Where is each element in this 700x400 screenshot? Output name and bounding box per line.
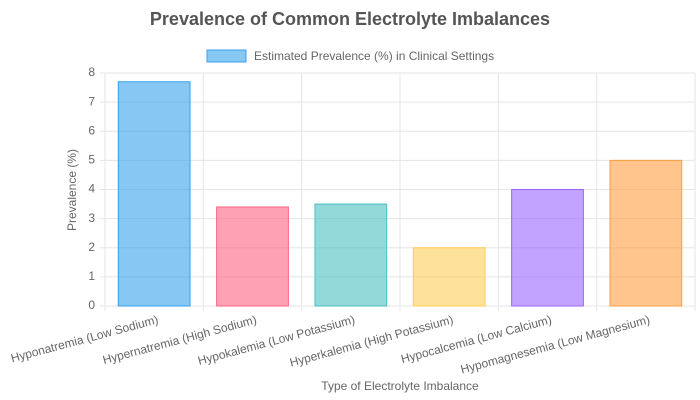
- bar: [412, 247, 486, 307]
- bar: [117, 81, 191, 307]
- x-tick-label: Hyperkalemia (High Potassium): [288, 312, 455, 369]
- x-tick-label: Hypomagnesemia (Low Magnesium): [459, 312, 651, 376]
- legend-label: Estimated Prevalence (%) in Clinical Set…: [254, 49, 494, 63]
- y-tick-label: 6: [88, 123, 95, 137]
- bar: [511, 189, 584, 307]
- legend-swatch: [206, 49, 247, 63]
- bar: [609, 159, 683, 307]
- bar: [216, 206, 289, 307]
- y-axis-title: Prevalence (%): [65, 149, 79, 231]
- chart-title: Prevalence of Common Electrolyte Imbalan…: [150, 9, 550, 29]
- y-tick-label: 8: [88, 65, 95, 79]
- bar: [314, 203, 388, 307]
- y-tick-label: 4: [88, 182, 95, 196]
- y-tick-label: 0: [88, 298, 95, 312]
- y-tick-label: 1: [88, 269, 95, 283]
- y-tick-label: 7: [88, 94, 95, 108]
- y-tick-label: 3: [88, 211, 95, 225]
- y-tick-label: 2: [88, 240, 95, 254]
- y-tick-label: 5: [88, 153, 95, 167]
- x-axis-title: Type of Electrolyte Imbalance: [321, 379, 479, 393]
